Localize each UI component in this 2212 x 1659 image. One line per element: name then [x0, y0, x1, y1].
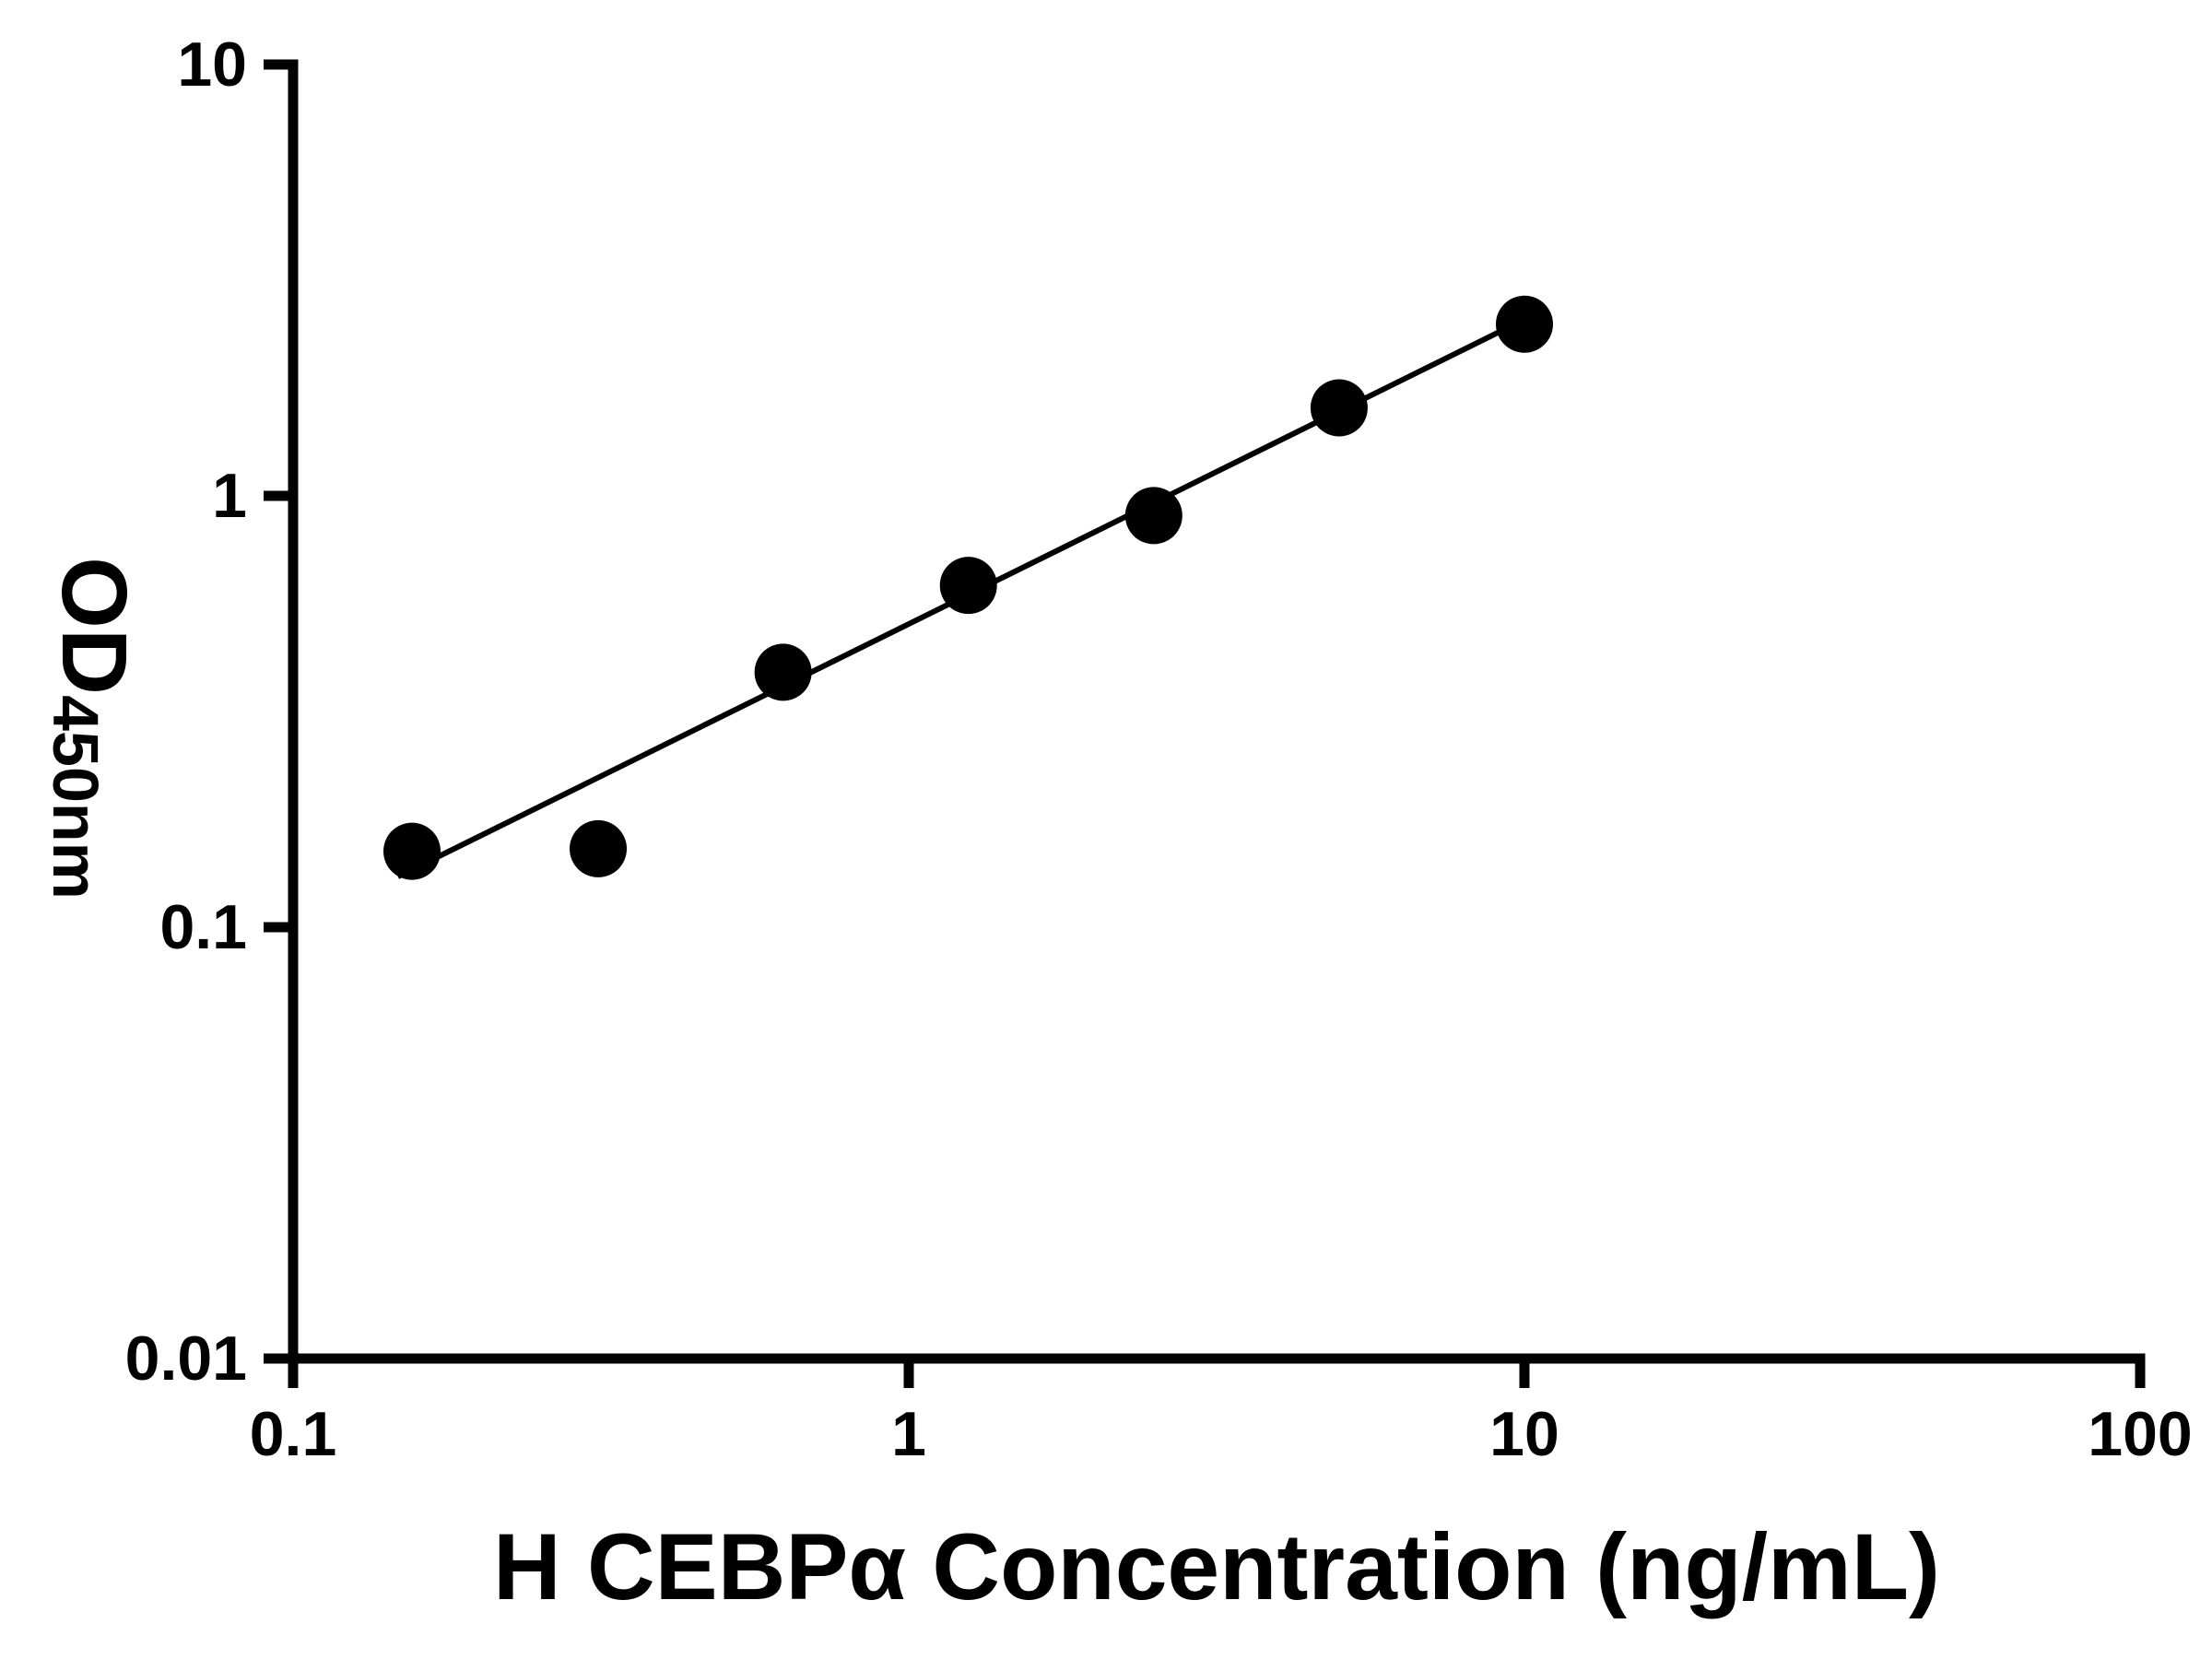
x-tick-label: 10: [1489, 1399, 1559, 1469]
data-point: [1310, 379, 1368, 437]
data-point: [1496, 295, 1553, 353]
data-point: [1124, 487, 1182, 545]
x-axis-title: H CEBPα Concentration (ng/mL): [493, 1514, 1940, 1619]
data-point: [570, 819, 628, 877]
x-tick-label: 1: [891, 1399, 926, 1469]
y-tick-label: 10: [177, 29, 247, 100]
x-tick-label: 100: [2088, 1399, 2192, 1469]
data-point: [383, 822, 441, 880]
y-tick-label: 1: [212, 461, 247, 531]
y-tick-label: 0.1: [159, 892, 247, 962]
y-tick-label: 0.01: [125, 1324, 247, 1394]
data-point: [754, 643, 812, 701]
y-axis-title: OD450nm: [40, 557, 146, 900]
data-point: [939, 557, 997, 615]
axes-lines: [288, 59, 2146, 1364]
y-axis-title-main: OD: [42, 557, 146, 696]
y-axis-title-subscript: 450nm: [40, 695, 112, 900]
x-tick-label: 0.1: [250, 1399, 337, 1469]
